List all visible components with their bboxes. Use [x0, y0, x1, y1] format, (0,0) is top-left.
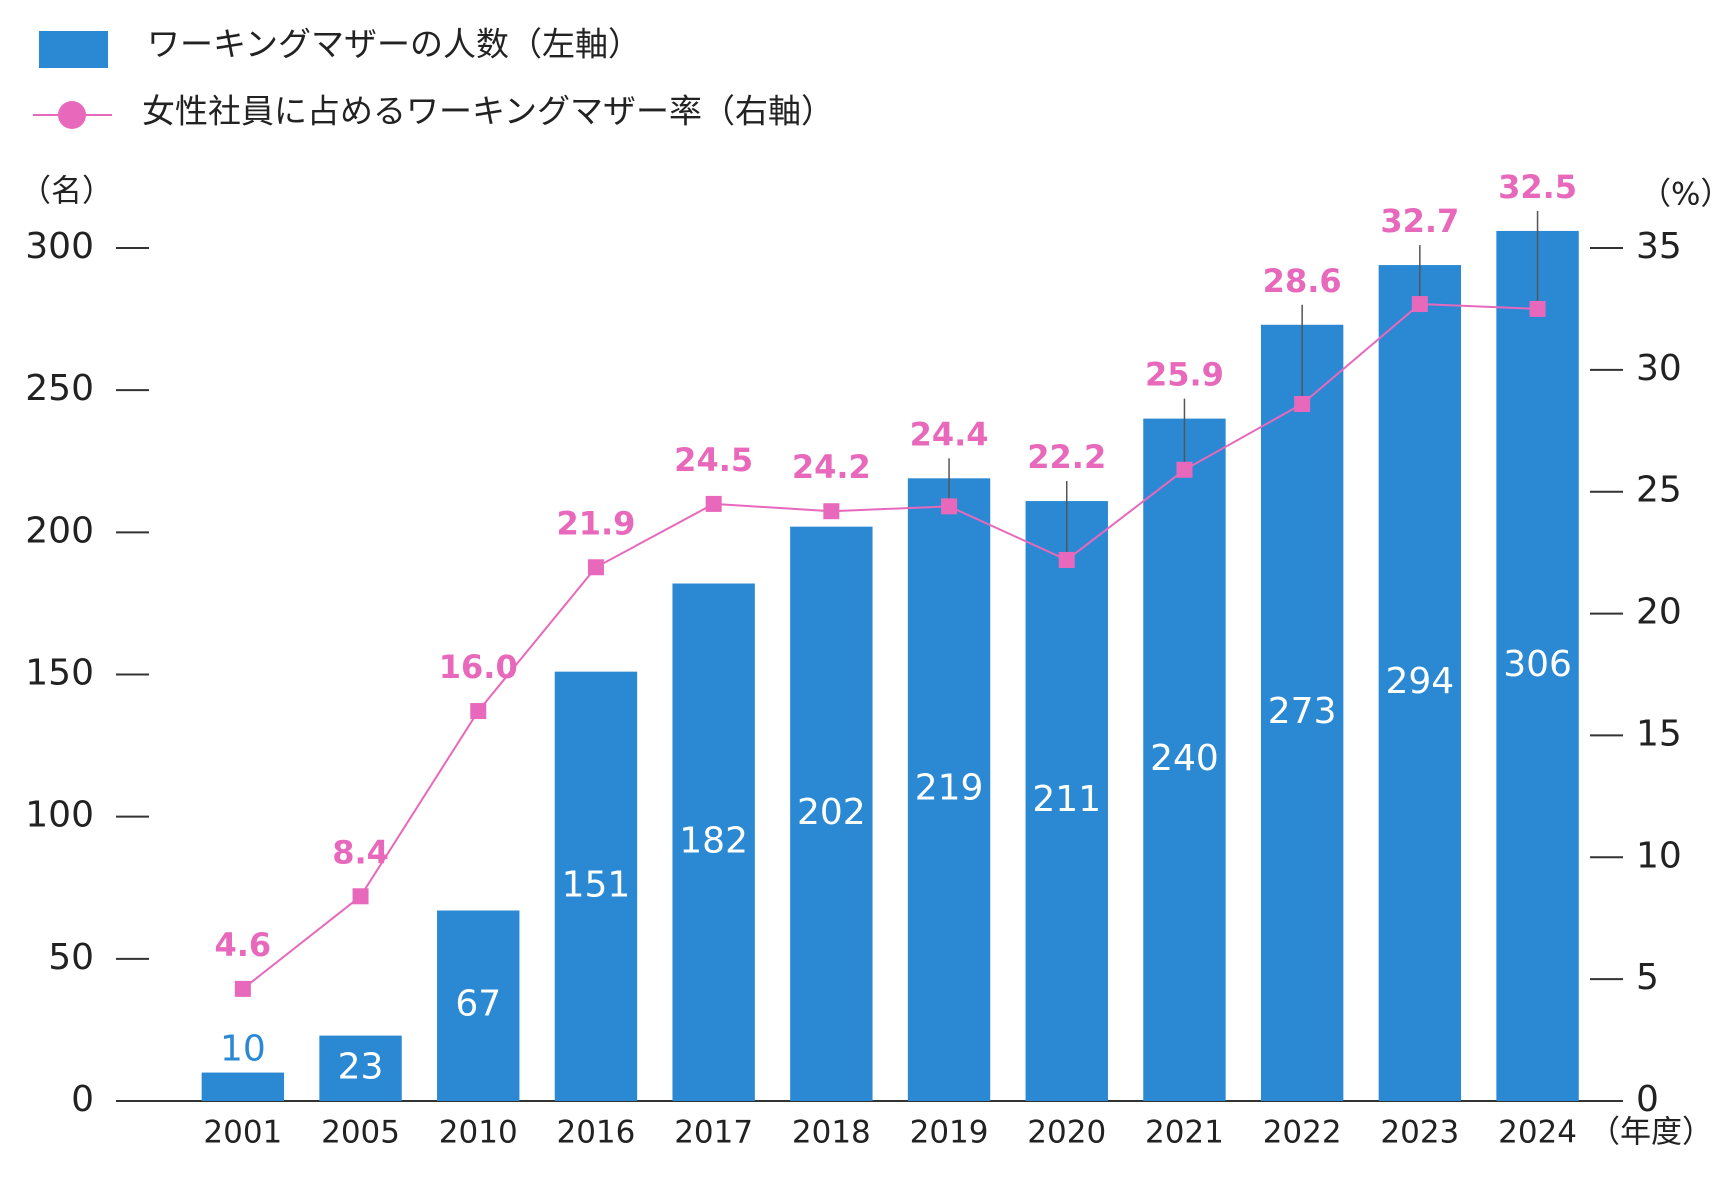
bar-value-label: 273: [1268, 691, 1337, 732]
bar: [1260, 324, 1344, 1101]
bar-value-label: 219: [915, 768, 984, 809]
y-tick-label: 50: [48, 937, 94, 978]
x-tick-label: 2018: [792, 1115, 871, 1151]
x-tick-label: 2024: [1498, 1115, 1577, 1151]
line-value-label: 4.6: [215, 926, 272, 964]
bar: [554, 671, 638, 1101]
x-axis-unit: （年度）: [1589, 1115, 1713, 1151]
y-tick-label: 200: [25, 510, 94, 551]
y2-axis-unit: （%）: [1640, 177, 1723, 213]
bar: [907, 478, 991, 1101]
line-value-label: 24.4: [910, 415, 989, 453]
bar: [319, 1035, 402, 1101]
line: [242, 303, 1538, 990]
bar: [1378, 265, 1462, 1101]
y-axis-unit: （名）: [20, 174, 113, 210]
legend-label: 女性社員に占めるワーキングマザー率（右軸）: [142, 92, 834, 131]
legend-label: ワーキングマザーの人数（左軸）: [147, 25, 641, 64]
bar-value-label: 240: [1150, 738, 1219, 779]
x-tick-label: 2023: [1380, 1115, 1459, 1151]
y2-tick-label: 35: [1636, 226, 1682, 267]
line-value-label: 28.6: [1263, 262, 1342, 300]
bar: [1025, 501, 1108, 1102]
bar-value-label: 182: [679, 820, 748, 861]
line-marker: [1176, 461, 1193, 478]
bar-value-label: 23: [338, 1046, 384, 1087]
y2-tick-label: 25: [1636, 470, 1682, 511]
y2-tick-label: 0: [1636, 1079, 1659, 1120]
bar-value-label: 151: [562, 864, 631, 905]
line-value-label: 32.5: [1498, 168, 1577, 206]
line-value-label: 24.5: [674, 441, 753, 479]
line-marker: [705, 495, 722, 512]
x-tick-label: 2010: [439, 1115, 518, 1151]
x-tick-label: 2017: [674, 1115, 753, 1151]
y2-tick-label: 10: [1636, 835, 1682, 876]
line-value-label: 32.7: [1380, 202, 1459, 240]
line-value-label: 21.9: [556, 504, 635, 542]
line-value-label: 8.4: [332, 833, 389, 871]
y-tick-label: 0: [71, 1079, 94, 1120]
line-marker: [1411, 296, 1428, 313]
bar: [437, 910, 520, 1101]
x-tick-label: 2021: [1145, 1115, 1224, 1151]
line-marker: [234, 980, 251, 997]
y-tick-label: 300: [25, 226, 94, 267]
x-tick-label: 2016: [556, 1115, 635, 1151]
y-tick-label: 150: [25, 653, 94, 694]
line-marker: [470, 703, 487, 720]
x-tick-label: 2022: [1263, 1115, 1342, 1151]
bar-value-label: 10: [220, 1029, 266, 1070]
legend-swatch-bar: [39, 31, 108, 68]
legend-swatch-marker: [58, 101, 86, 129]
line-value-label: 22.2: [1027, 438, 1106, 476]
y2-tick-label: 30: [1636, 348, 1682, 389]
x-tick-label: 2020: [1027, 1115, 1106, 1151]
line-marker: [941, 498, 958, 515]
y-tick-label: 100: [25, 795, 94, 836]
bar-value-label: 294: [1385, 661, 1454, 702]
bar-value-label: 202: [797, 792, 866, 833]
x-tick-label: 2001: [203, 1115, 282, 1151]
line-marker: [1294, 395, 1311, 412]
y2-tick-label: 20: [1636, 592, 1682, 633]
bar: [672, 583, 755, 1101]
y-tick-label: 250: [25, 368, 94, 409]
line-marker: [587, 559, 604, 576]
x-tick-label: 2005: [321, 1115, 400, 1151]
bar-value-label: 67: [455, 984, 501, 1025]
bar-value-label: 306: [1503, 644, 1572, 685]
bar: [1143, 418, 1226, 1102]
line-marker: [1058, 551, 1075, 568]
bar-value-label: 211: [1032, 779, 1101, 820]
line-marker: [823, 503, 840, 520]
bar: [1496, 230, 1579, 1101]
line-value-label: 24.2: [792, 448, 871, 486]
x-tick-label: 2019: [910, 1115, 989, 1151]
bar: [790, 526, 873, 1101]
y2-tick-label: 5: [1636, 957, 1659, 998]
line-value-label: 25.9: [1145, 356, 1224, 394]
y2-tick-label: 15: [1636, 713, 1682, 754]
line-marker: [352, 888, 369, 905]
line-value-label: 16.0: [439, 648, 518, 686]
line-marker: [1529, 300, 1546, 317]
bar: [201, 1072, 285, 1101]
